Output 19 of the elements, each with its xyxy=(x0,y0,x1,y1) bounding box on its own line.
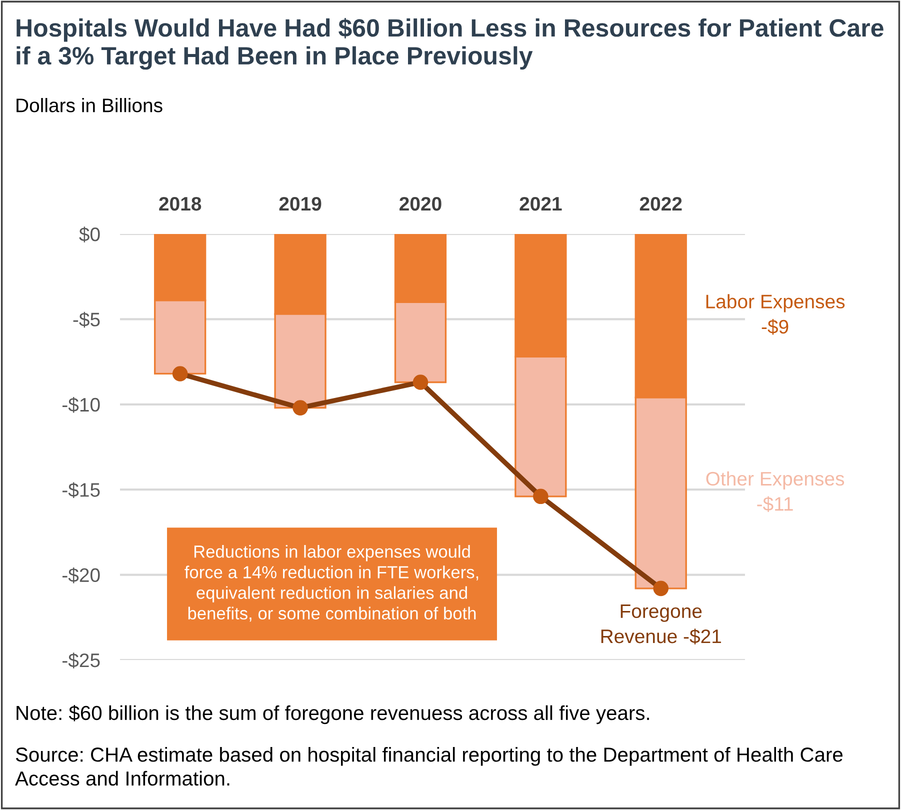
y-tick-label: -$25 xyxy=(62,652,100,668)
y-tick-label: -$15 xyxy=(62,482,100,498)
chart-subtitle: Dollars in Billions xyxy=(16,98,162,112)
y-tick-label: $0 xyxy=(79,226,100,242)
annotation: Reductions in labor expenses would force a 14% reduction in FTE workers, equivalent reduction in salaries and benefits, or some combination of both xyxy=(184,545,478,622)
source-note: Source: CHA estimate based on hospital financial reporting to the Department of Health Care Access and Information. xyxy=(15,747,842,786)
y-tick-label: -$5 xyxy=(73,312,100,328)
x-tick-label: 2018 xyxy=(159,196,202,211)
x-tick-label: 2022 xyxy=(640,196,682,211)
x-tick-label: 2020 xyxy=(400,196,442,211)
series-label: Other Expenses -$11 xyxy=(706,471,844,512)
y-tick-label: -$20 xyxy=(62,567,100,584)
text: Note: $60 billion is the sum of foregone revenuess across all five years. xyxy=(16,705,649,724)
series-label: Labor Expenses -$9 xyxy=(706,294,845,335)
y-tick-label: -$10 xyxy=(62,397,100,413)
chart-title: Hospitals Would Have Had $60 Billion Less in Resources for Patient Care if a 3% Target Had Been in Place Previously xyxy=(16,18,884,70)
x-tick-label: 2019 xyxy=(279,196,322,211)
series-label: Foregone Revenue -$21 xyxy=(601,604,721,644)
x-tick-label: 2021 xyxy=(520,196,562,211)
